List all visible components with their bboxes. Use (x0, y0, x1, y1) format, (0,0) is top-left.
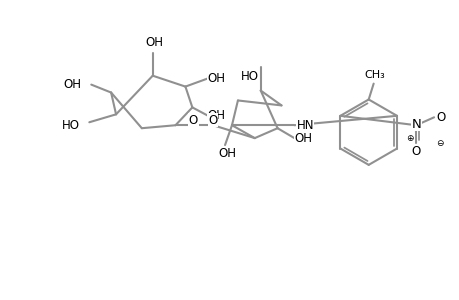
Text: HN: HN (296, 119, 313, 132)
Text: OH: OH (218, 148, 235, 160)
Text: ⊖: ⊖ (435, 139, 443, 148)
Text: HO: HO (61, 119, 79, 132)
Text: O: O (208, 114, 217, 127)
Text: CH₃: CH₃ (364, 70, 384, 80)
Text: N: N (410, 118, 420, 131)
Text: O: O (436, 111, 445, 124)
Text: OH: OH (207, 109, 224, 122)
Text: OH: OH (63, 78, 81, 91)
Text: O: O (411, 146, 420, 158)
Text: O: O (188, 114, 197, 127)
Text: OH: OH (294, 132, 312, 145)
Text: ⊕: ⊕ (406, 134, 413, 142)
Text: HO: HO (240, 70, 258, 83)
Text: OH: OH (207, 72, 224, 85)
Text: OH: OH (146, 37, 163, 50)
